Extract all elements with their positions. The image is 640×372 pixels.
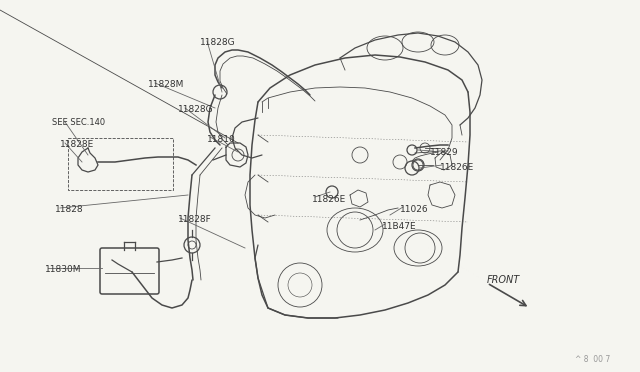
Text: 11828F: 11828F: [178, 215, 212, 224]
Text: 11826E: 11826E: [440, 163, 474, 172]
Text: FRONT: FRONT: [487, 275, 520, 285]
Text: 11830M: 11830M: [45, 265, 81, 274]
Text: 11828G: 11828G: [200, 38, 236, 47]
Text: 11810: 11810: [207, 135, 236, 144]
Bar: [68, 138, 173, 190]
Text: SEE SEC.140: SEE SEC.140: [52, 118, 105, 127]
Text: 11826E: 11826E: [312, 195, 346, 204]
Text: 11829: 11829: [430, 148, 459, 157]
Text: 11B47E: 11B47E: [382, 222, 417, 231]
Text: 11828E: 11828E: [60, 140, 94, 149]
Text: ^ 8  00 7: ^ 8 00 7: [575, 355, 610, 364]
Text: 11828G: 11828G: [178, 105, 214, 114]
Text: 11828M: 11828M: [148, 80, 184, 89]
Text: 11828: 11828: [55, 205, 84, 214]
Text: 11026: 11026: [400, 205, 429, 214]
